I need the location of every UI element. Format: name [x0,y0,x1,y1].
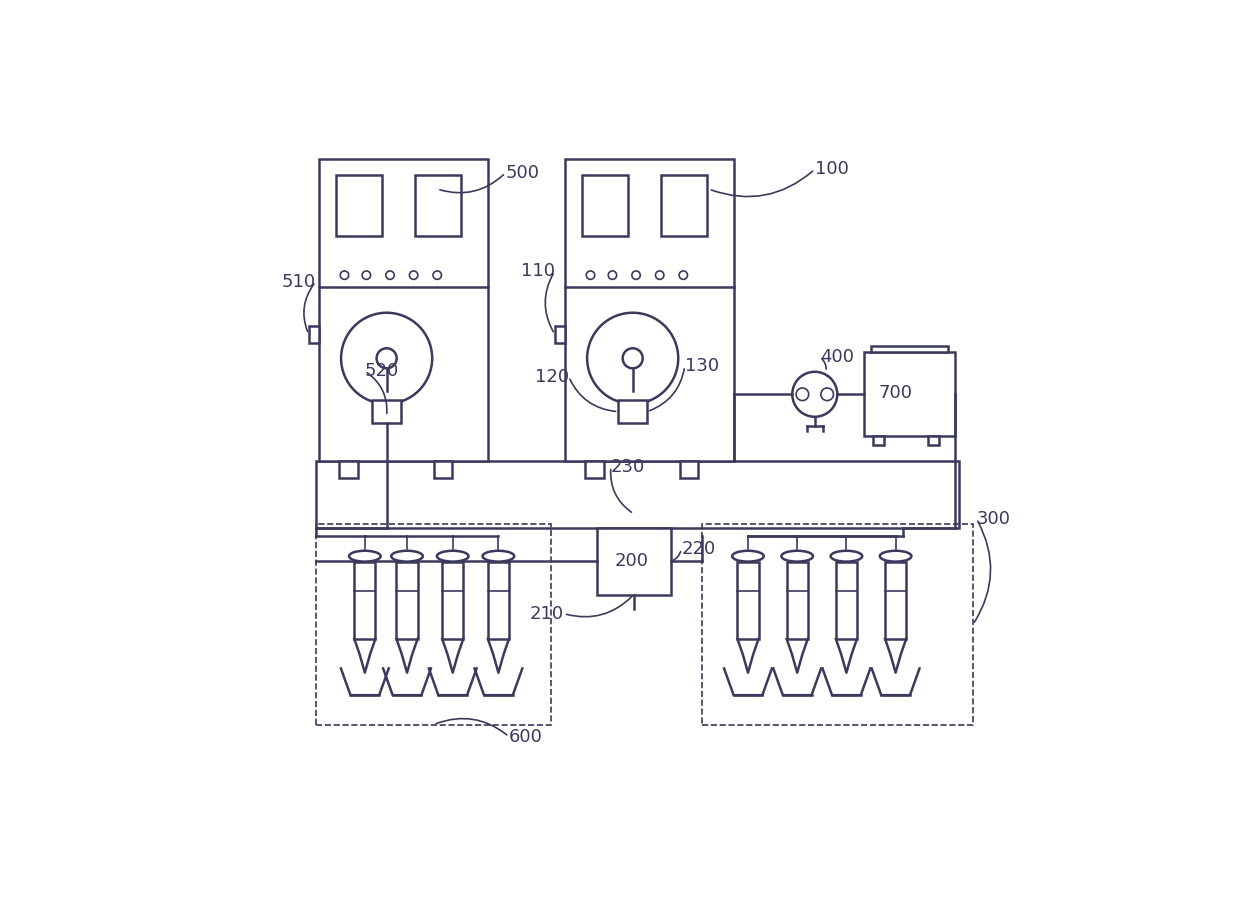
Text: 120: 120 [534,368,569,385]
Bar [487,561,508,639]
Circle shape [340,271,348,279]
Text: 300: 300 [976,509,1011,528]
Text: 210: 210 [529,604,564,623]
Text: 500: 500 [506,163,539,182]
Bar [319,159,487,461]
Bar [415,175,461,236]
Text: 200: 200 [614,551,649,570]
Text: 400: 400 [820,348,853,366]
Ellipse shape [436,551,469,561]
Text: 230: 230 [611,457,645,476]
Ellipse shape [348,551,381,561]
Bar [372,400,401,423]
Bar [582,175,627,236]
Circle shape [622,348,642,368]
Circle shape [341,313,433,404]
Bar [619,400,647,423]
Bar [885,561,906,639]
Ellipse shape [732,551,764,561]
Text: 600: 600 [508,728,543,746]
Text: 520: 520 [365,362,399,380]
Circle shape [609,271,616,279]
Bar [340,461,358,477]
Bar [336,175,382,236]
Text: 100: 100 [815,161,848,178]
Bar [434,461,453,477]
Circle shape [433,271,441,279]
Bar [680,461,698,477]
Bar [443,561,464,639]
Bar [355,561,376,639]
Circle shape [821,388,833,401]
Circle shape [386,271,394,279]
Circle shape [587,271,595,279]
Ellipse shape [880,551,911,561]
Bar [565,159,734,461]
Circle shape [680,271,687,279]
Bar [873,436,884,445]
Bar [585,461,604,477]
Circle shape [632,271,640,279]
Circle shape [656,271,663,279]
Text: 110: 110 [521,262,554,280]
Bar [928,436,939,445]
Text: 130: 130 [684,357,719,375]
Bar [738,561,759,639]
Bar [309,326,319,342]
Circle shape [362,271,371,279]
Circle shape [377,348,397,368]
Bar [596,528,671,594]
Bar [661,175,707,236]
Ellipse shape [482,551,515,561]
Bar [316,461,959,528]
Circle shape [587,313,678,404]
Text: 700: 700 [879,383,913,402]
Bar [836,561,857,639]
Circle shape [409,271,418,279]
Circle shape [796,388,808,401]
Bar [397,561,418,639]
Bar [872,346,949,352]
Bar [786,561,807,639]
Text: 510: 510 [281,273,316,291]
Text: 220: 220 [681,540,715,558]
Ellipse shape [831,551,862,561]
Circle shape [792,372,837,416]
Ellipse shape [781,551,813,561]
Bar [554,326,565,342]
Ellipse shape [391,551,423,561]
Bar [864,352,955,436]
